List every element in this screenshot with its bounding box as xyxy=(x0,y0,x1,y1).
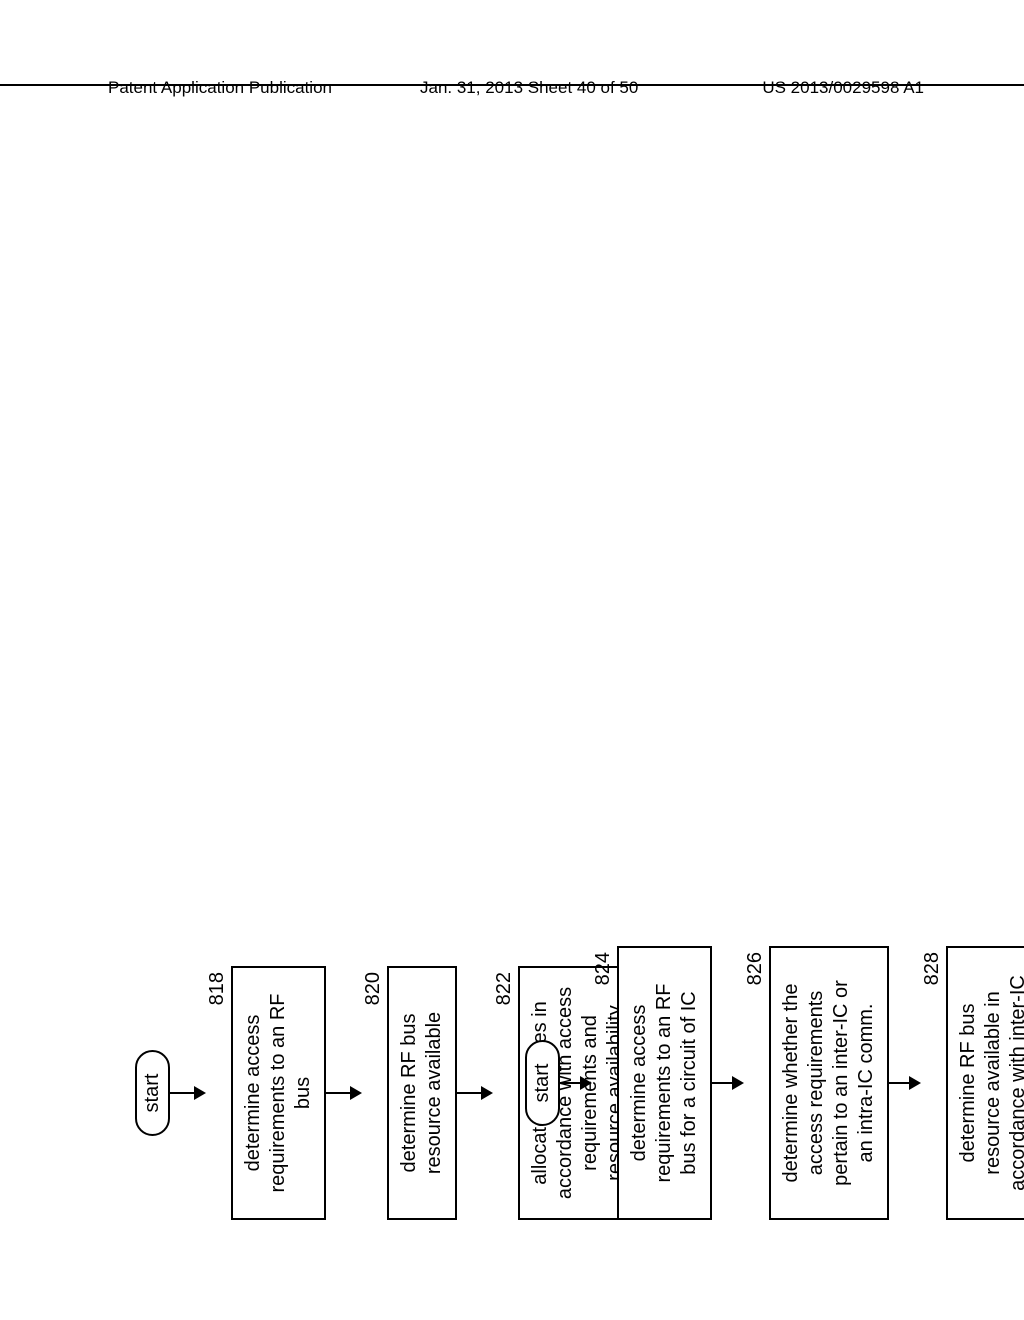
fig55-flow: start 824determine accessrequirements to… xyxy=(525,946,1024,1220)
fig55-step-box: determine accessrequirements to an RFbus… xyxy=(617,946,712,1220)
fig54-start-label: start xyxy=(141,1074,163,1113)
arrow-head-icon xyxy=(909,1076,921,1090)
fig54-step-num: 820 xyxy=(362,966,385,1202)
fig55-step-num: 826 xyxy=(744,946,767,1202)
fig54-step-box: determine RF busresource available xyxy=(387,966,457,1220)
fig55-flowchart: start 824determine accessrequirements to… xyxy=(525,946,1024,1220)
fig55-start-node: start xyxy=(525,1040,560,1127)
page-header: Patent Application Publication Jan. 31, … xyxy=(0,78,1024,86)
fig55-start-label: start xyxy=(531,1064,553,1103)
arrow-head-icon xyxy=(481,1086,493,1100)
fig55-step-num: 828 xyxy=(921,946,944,1202)
fig54-start-node: start xyxy=(135,1050,170,1137)
flow-arrow xyxy=(170,1086,206,1100)
flow-arrow xyxy=(560,1076,592,1090)
arrow-head-icon xyxy=(194,1086,206,1100)
flow-arrow xyxy=(889,1076,921,1090)
fig55-step-box: determine RF busresource available inacc… xyxy=(946,946,1024,1220)
page: Patent Application Publication Jan. 31, … xyxy=(0,0,1024,1320)
fig55-step-num: 824 xyxy=(592,946,615,1202)
flow-arrow xyxy=(712,1076,744,1090)
arrow-head-icon xyxy=(732,1076,744,1090)
flow-arrow xyxy=(326,1086,362,1100)
fig54-step-box: determine accessrequirements to an RFbus xyxy=(231,966,326,1220)
content-area: start 818determine accessrequirements to… xyxy=(0,120,1024,1300)
fig55-step-box: determine whether theaccess requirements… xyxy=(769,946,889,1220)
fig54-step-num: 822 xyxy=(493,966,516,1202)
fig54-step-num: 818 xyxy=(206,966,229,1202)
arrow-head-icon xyxy=(580,1076,592,1090)
arrow-head-icon xyxy=(350,1086,362,1100)
header-right-text: US 2013/0029598 A1 xyxy=(762,78,924,98)
header-middle-text: Jan. 31, 2013 Sheet 40 of 50 xyxy=(420,78,638,98)
header-left-text: Patent Application Publication xyxy=(108,78,332,98)
flow-arrow xyxy=(457,1086,493,1100)
